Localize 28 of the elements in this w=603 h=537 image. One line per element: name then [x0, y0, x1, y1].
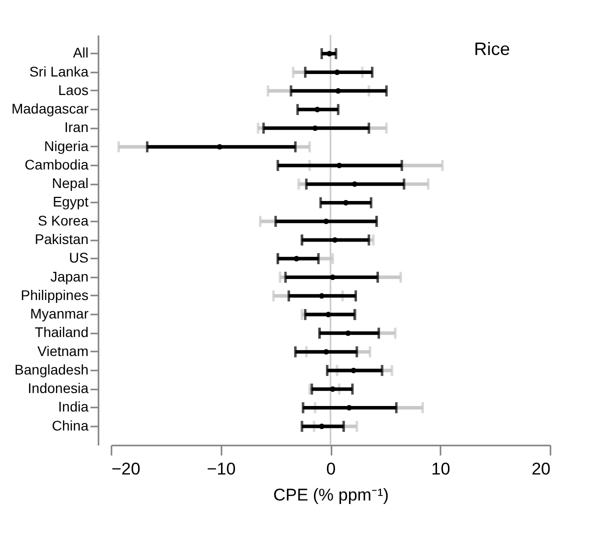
x-tick-label: 20 — [532, 460, 550, 478]
y-tick-label: India — [58, 398, 89, 415]
y-tick-label: Laos — [58, 82, 88, 98]
y-tick-label: Pakistan — [34, 231, 88, 247]
y-tick-label: Bangladesh — [14, 361, 88, 378]
y-tick-label: Iran — [64, 119, 88, 136]
y-tick-label: Nigeria — [44, 138, 89, 154]
y-tick-label: Thailand — [34, 324, 88, 340]
y-tick-label: Nepal — [52, 175, 88, 192]
y-tick-label: Myanmar — [30, 306, 89, 322]
y-tick-label: Vietnam — [37, 342, 88, 359]
y-tick-label: Egypt — [52, 194, 89, 210]
y-tick-label: Sri Lanka — [29, 63, 89, 80]
x-tick-label: 10 — [431, 460, 450, 478]
y-tick-label: Madagascar — [11, 100, 89, 117]
annotation: Rice — [474, 39, 510, 59]
x-tick-label: 0 — [326, 460, 336, 478]
y-tick-label: US — [69, 250, 88, 266]
y-tick-label: China — [52, 417, 89, 434]
y-tick-label: Japan — [50, 268, 88, 284]
x-axis-title: CPE (% ppm⁻¹) — [273, 486, 389, 504]
x-tick-label: −10 — [206, 460, 236, 478]
x-tick-label: −20 — [112, 460, 140, 478]
y-tick-label: All — [72, 44, 88, 61]
y-tick-label: Cambodia — [24, 156, 89, 172]
y-tick-label: Indonesia — [28, 380, 89, 396]
y-tick-label: S Korea — [38, 212, 89, 228]
y-tick-label: Philippines — [20, 286, 88, 303]
